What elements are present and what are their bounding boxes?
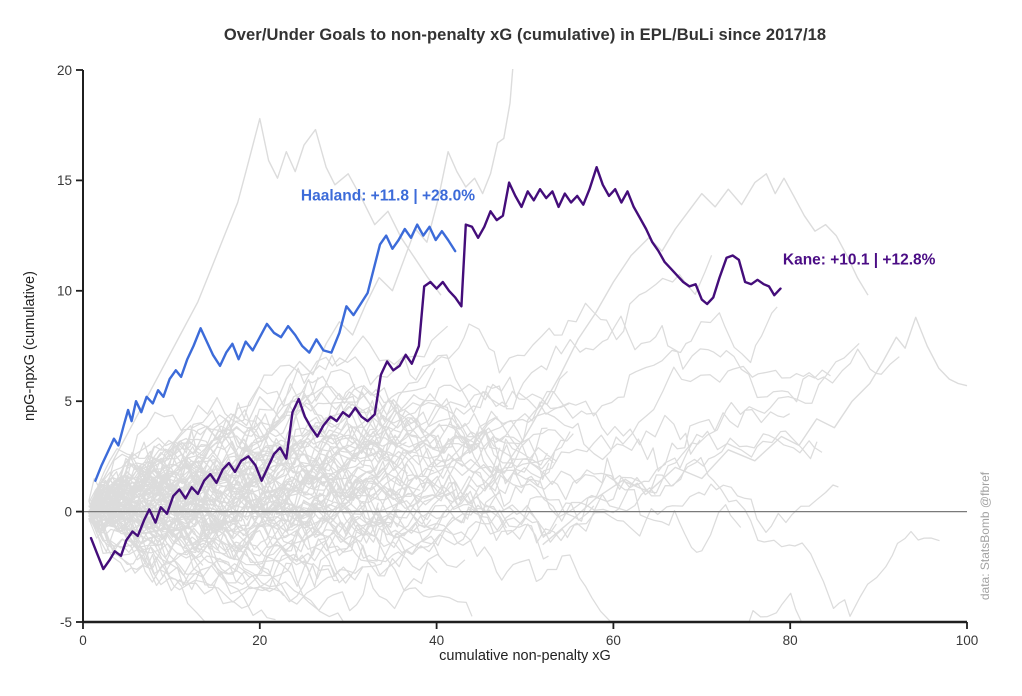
haaland-annotation: Haaland: +11.8 | +28.0%: [301, 187, 475, 204]
background-player-line: [90, 409, 496, 546]
background-player-line: [89, 515, 204, 566]
x-tick-label: 40: [429, 633, 444, 648]
background-player-line: [91, 508, 242, 559]
featured-background-line: [89, 69, 514, 506]
featured-background-line: [489, 173, 869, 490]
background-player-line: [91, 482, 406, 590]
y-tick-label: 20: [57, 63, 72, 78]
background-player-line: [91, 383, 356, 521]
background-player-line: [89, 476, 238, 534]
background-player-line: [89, 496, 313, 580]
background-player-line: [91, 398, 403, 532]
background-player-line: [91, 477, 414, 587]
background-player-line: [89, 427, 550, 538]
background-player-line: [91, 390, 548, 515]
background-player-line: [92, 431, 515, 529]
y-tick-label: 5: [64, 394, 72, 409]
background-player-line: [88, 479, 445, 587]
background-player-line: [90, 482, 595, 566]
background-player-line: [92, 485, 345, 623]
x-tick-label: 100: [956, 633, 979, 648]
x-tick-label: 20: [252, 633, 267, 648]
background-player-line: [91, 460, 422, 523]
background-player-line: [90, 517, 364, 605]
background-player-line: [88, 396, 565, 513]
background-player-line: [88, 467, 656, 554]
x-axis-label: cumulative non-penalty xG: [439, 648, 611, 664]
featured-background-line: [91, 117, 442, 501]
y-tick-label: -5: [60, 615, 72, 630]
y-tick-label: 10: [57, 284, 72, 299]
background-player-line: [92, 501, 207, 623]
y-tick-label: 0: [64, 504, 72, 519]
background-player-line: [88, 315, 831, 529]
background-player-line: [88, 401, 480, 512]
background-player-line: [90, 486, 473, 617]
kane-line: [89, 166, 782, 571]
featured-background-line: [542, 316, 968, 546]
background-player-line: [89, 501, 379, 563]
background-player-line: [88, 452, 279, 561]
haaland-line: [94, 223, 457, 482]
background-player-line: [89, 483, 839, 575]
background-player-line: [91, 369, 742, 553]
background-player-line: [92, 376, 319, 518]
background-player-line: [88, 501, 391, 576]
background-player-line: [88, 375, 379, 521]
x-tick-label: 80: [783, 633, 798, 648]
axes: 0 20 40 60 80 100 -5 0 5 10 15 20: [57, 63, 978, 648]
x-tick-label: 0: [79, 633, 87, 648]
y-tick-label: 15: [57, 173, 72, 188]
background-player-line: [92, 515, 276, 621]
chart-title: Over/Under Goals to non-penalty xG (cumu…: [223, 26, 827, 44]
kane-annotation: Kane: +10.1 | +12.8%: [783, 251, 936, 268]
background-player-line: [89, 255, 713, 513]
x-tick-label: 60: [606, 633, 621, 648]
